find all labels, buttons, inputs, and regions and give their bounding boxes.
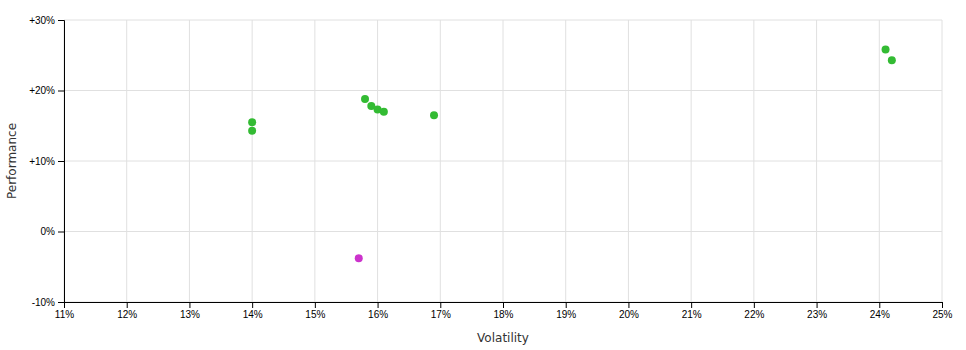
point: [248, 127, 256, 135]
y-axis: -10% 0% +10% +20% +30%: [29, 15, 64, 308]
x-tick: 12%: [117, 302, 137, 320]
x-tick-mark: [315, 302, 316, 308]
x-tick: 23%: [807, 302, 827, 320]
x-tick-mark: [566, 302, 567, 308]
point: [361, 95, 369, 103]
x-tick-label: 18%: [493, 309, 513, 320]
x-axis: 11% 12% 13% 14% 15% 16% 17% 18% 19% 20% 21% 22% 23% 2…: [55, 302, 953, 320]
y-grid-line: [64, 20, 942, 21]
y-tick: +20%: [29, 85, 64, 96]
x-tick-label: 19%: [556, 309, 576, 320]
y-tick-mark: [58, 161, 64, 162]
x-tick-mark: [942, 302, 943, 308]
x-tick: 20%: [619, 302, 639, 320]
y-grid-line: [64, 231, 942, 232]
y-tick-mark: [58, 232, 64, 233]
x-tick: 16%: [368, 302, 388, 320]
series: [355, 254, 363, 262]
x-axis-line: [65, 303, 943, 309]
y-tick: -10%: [32, 297, 64, 308]
x-tick-label: 20%: [619, 309, 639, 320]
y-tick: +10%: [29, 156, 64, 167]
points: [248, 46, 896, 263]
x-tick-label: 22%: [744, 309, 764, 320]
x-tick-label: 13%: [180, 309, 200, 320]
x-tick-label: 12%: [117, 309, 137, 320]
x-tick-mark: [879, 302, 880, 308]
chart: 11% 12% 13% 14% 15% 16% 17% 18% 19% 20% 21% 22% 23% 2…: [0, 0, 966, 350]
x-tick-label: 15%: [305, 309, 325, 320]
x-axis-title: Volatility: [477, 331, 529, 345]
x-tick-label: 21%: [682, 309, 702, 320]
y-grid-line: [64, 161, 942, 162]
x-tick-mark: [127, 302, 128, 308]
y-tick-label: +20%: [29, 85, 55, 96]
x-tick: 19%: [556, 302, 576, 320]
x-tick-mark: [691, 302, 692, 308]
point: [430, 111, 438, 119]
x-tick-label: 14%: [243, 309, 263, 320]
plot: 11% 12% 13% 14% 15% 16% 17% 18% 19% 20% 21% 22% 23% 2…: [29, 15, 952, 320]
y-tick-mark: [58, 302, 64, 303]
x-tick-mark: [252, 302, 253, 308]
x-tick-mark: [378, 302, 379, 308]
x-tick: 22%: [744, 302, 764, 320]
x-tick: 21%: [682, 302, 702, 320]
x-tick: 25%: [932, 302, 952, 320]
x-tick-label: 25%: [932, 309, 952, 320]
x-tick: 18%: [493, 302, 513, 320]
x-tick: 14%: [243, 302, 263, 320]
x-tick-label: 16%: [368, 309, 388, 320]
y-grid-line: [64, 90, 942, 91]
x-tick-label: 17%: [431, 309, 451, 320]
x-tick-mark: [189, 302, 190, 308]
y-tick: 0%: [41, 226, 64, 237]
point: [380, 108, 388, 116]
y-tick-mark: [58, 91, 64, 92]
x-tick-mark: [440, 302, 441, 308]
y-tick: +30%: [29, 15, 64, 26]
x-tick-label: 11%: [55, 309, 74, 320]
x-tick: 13%: [180, 302, 200, 320]
y-tick-mark: [58, 20, 64, 21]
x-tick: 24%: [870, 302, 890, 320]
point: [888, 56, 896, 64]
x-tick: 15%: [305, 302, 325, 320]
y-tick-label: -10%: [32, 297, 55, 308]
x-tick-label: 24%: [870, 309, 890, 320]
x-tick-mark: [503, 302, 504, 308]
x-tick: 11%: [55, 302, 74, 320]
series: [248, 46, 896, 135]
x-tick-mark: [817, 302, 818, 308]
y-axis-title: Performance: [5, 123, 19, 199]
x-tick: 17%: [431, 302, 451, 320]
grid: [64, 20, 942, 302]
y-tick-label: +10%: [29, 156, 55, 167]
y-tick-label: +30%: [29, 15, 55, 26]
y-tick-label: 0%: [41, 226, 56, 237]
x-tick-mark: [754, 302, 755, 308]
y-axis-line: [58, 21, 65, 303]
point: [882, 46, 890, 54]
x-tick-mark: [628, 302, 629, 308]
point: [248, 118, 256, 126]
x-tick-label: 23%: [807, 309, 827, 320]
point: [355, 254, 363, 262]
